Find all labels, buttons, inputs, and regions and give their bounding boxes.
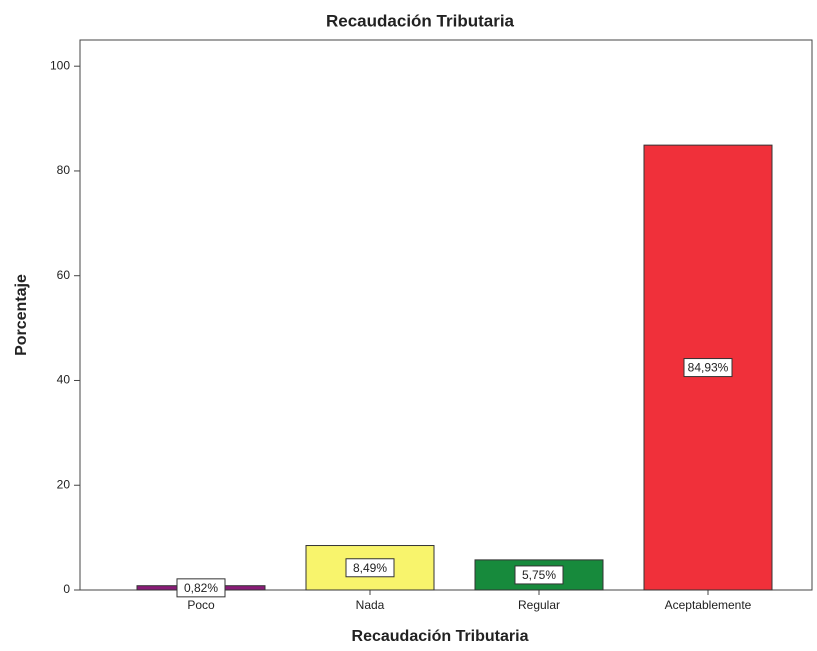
x-tick-label: Poco [187,598,215,612]
y-tick-label: 0 [63,582,70,596]
y-tick-label: 60 [57,268,71,282]
chart-title: Recaudación Tributaria [326,11,515,30]
value-label: 8,49% [353,561,387,575]
value-label-box [345,558,395,578]
y-tick-label: 40 [57,373,71,387]
value-label: 84,93% [688,361,729,375]
value-label-box [514,565,564,585]
value-label: 0,82% [184,581,218,595]
x-tick-label: Aceptablemente [665,598,752,612]
x-axis-title: Recaudación Tributaria [352,628,529,645]
y-tick-label: 20 [57,477,71,491]
value-label-box [176,578,226,598]
x-tick-label: Regular [518,598,560,612]
y-axis-title: Porcentaje [13,274,30,356]
x-tick-label: Nada [356,598,385,612]
value-label-box [683,358,733,378]
y-tick-label: 100 [50,58,70,72]
value-label: 5,75% [522,568,556,582]
plot-frame [79,39,813,591]
y-tick-label: 80 [57,163,71,177]
